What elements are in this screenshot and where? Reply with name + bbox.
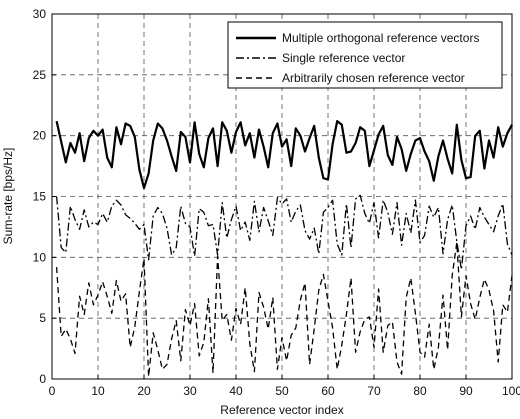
x-tick-label: 40 [229, 384, 243, 398]
y-tick-label: 20 [33, 129, 47, 143]
legend: Multiple orthogonal reference vectors Sin… [227, 21, 503, 89]
x-tick-label: 60 [321, 384, 335, 398]
x-tick-label: 50 [275, 384, 289, 398]
legend-label-3: Arbitrarily chosen reference vector [282, 71, 465, 85]
legend-label-1: Multiple orthogonal reference vectors [282, 31, 479, 45]
x-tick-label: 100 [502, 384, 520, 398]
x-axis-label: Reference vector index [220, 403, 343, 417]
series-line-1 [55, 119, 513, 190]
legend-box [227, 21, 503, 89]
axis-ticks: 0 10 20 30 40 50 60 70 80 90 100 0 5 10 15 20 25 30 [33, 7, 520, 398]
series-line-3 [55, 242, 513, 378]
x-tick-label: 70 [367, 384, 381, 398]
x-tick-label: 20 [137, 384, 151, 398]
legend-label-2: Single reference vector [282, 51, 405, 65]
y-tick-label: 5 [39, 311, 46, 325]
y-tick-label: 15 [33, 190, 47, 204]
x-tick-label: 80 [413, 384, 427, 398]
x-tick-label: 90 [459, 384, 473, 398]
x-tick-label: 0 [49, 384, 56, 398]
y-axis-label: Sum-rate [bps/Hz] [1, 148, 15, 245]
series-group [55, 119, 513, 378]
x-tick-label: 10 [91, 384, 105, 398]
y-tick-label: 0 [39, 372, 46, 386]
x-tick-label: 30 [183, 384, 197, 398]
y-tick-label: 30 [33, 7, 47, 21]
series-line-2 [55, 194, 513, 271]
y-tick-label: 10 [33, 250, 47, 264]
y-tick-label: 25 [33, 68, 47, 82]
